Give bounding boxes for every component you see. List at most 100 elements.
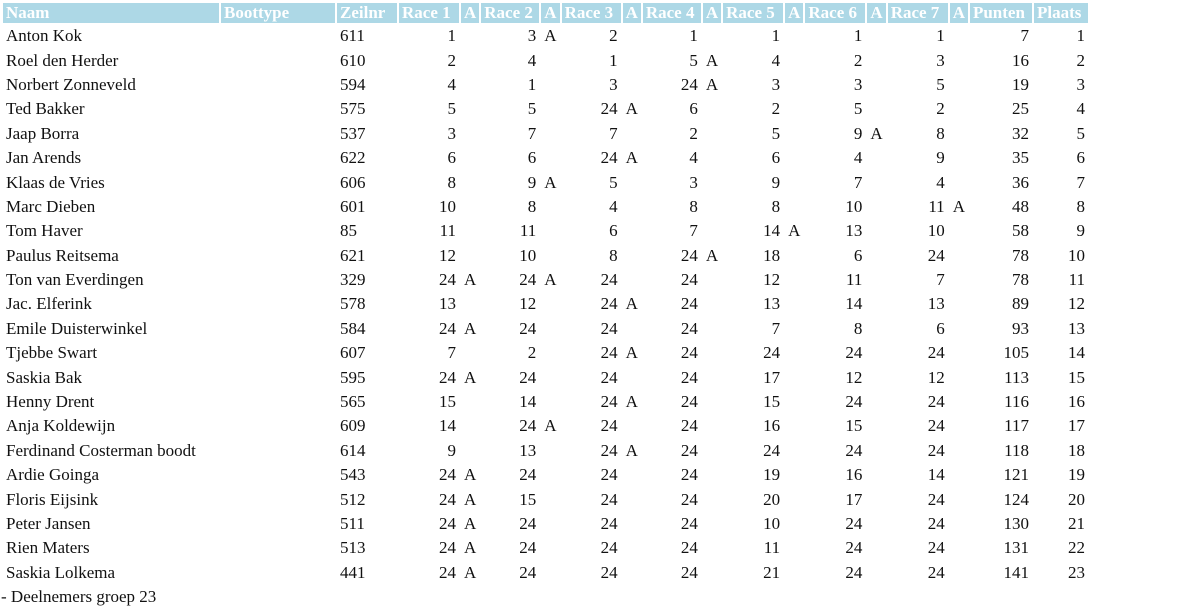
table-cell: 8 [447,172,457,192]
table-cell: 537 [340,123,366,143]
table-cell [703,537,721,559]
table-cell: 13 [519,440,537,460]
table-cell [461,293,479,315]
table-cell: 24 [439,367,456,387]
table-cell: 19 [1011,74,1029,94]
table-cell: 543 [340,465,366,485]
table-cell: A [625,294,638,314]
name-cell: Ardie Goinga [6,465,100,485]
table-cell [541,440,559,462]
table-row: Saskia Lolkema 441 24 A 24 24 24 21 24 24 141 23 [3,562,1088,584]
table-cell: 3 [527,26,537,46]
table-cell: 329 [340,270,366,290]
table-cell: 3 [771,74,781,94]
table-cell: 24 [845,562,863,582]
name-cell: Jaap Borra [6,123,80,143]
table-cell: 511 [340,514,365,533]
name-cell: Saskia Bak [6,367,83,387]
table-cell [623,537,641,559]
table-row: Ted Bakker 575 5 5 24 A 6 2 5 2 25 4 [3,98,1088,120]
table-cell: 10 [845,196,863,216]
table-cell: A [544,416,557,436]
table-cell [541,98,559,120]
table-cell: 2 [447,50,457,70]
name-cell: Henny Drent [6,392,95,412]
table-cell: 117 [1004,416,1029,436]
table-cell [623,220,641,242]
table-cell: 8 [936,123,945,143]
table-cell: 16 [1067,392,1085,412]
table-cell: 116 [1004,392,1029,412]
footer-note: - Deelnemers groep 23 [1,586,157,606]
table-cell: 2 [1076,50,1085,70]
table-cell: 606 [340,172,366,192]
table-cell: 7 [771,318,781,338]
table-cell [221,342,335,364]
table-cell [541,318,559,340]
table-cell [541,196,559,218]
table-cell: 2 [853,50,863,70]
table-cell [950,440,968,462]
table-cell: 5 [853,99,863,119]
table-cell: 19 [763,465,781,485]
table-cell: 2 [936,99,945,119]
table-cell [950,537,968,559]
table-cell [703,562,721,584]
name-cell: Ton van Everdingen [6,270,144,290]
table-cell: 24 [927,343,945,363]
table-cell: 6 [689,99,698,119]
table-cell: 24 [519,367,537,387]
table-cell: A [464,318,477,338]
table-row: Ton van Everdingen 329 24 A 24 A 24 24 12 11 7 78 11 [3,269,1088,291]
table-cell: A [625,440,638,460]
table-cell: 4 [689,148,698,168]
name-cell: Jan Arends [6,148,82,168]
table-cell: 24 [680,416,698,436]
table-cell: 14 [439,416,456,436]
table-cell: A [952,196,965,216]
table-cell: 10 [1067,245,1085,265]
table-cell [785,562,803,584]
table-cell [867,366,885,388]
table-cell [623,196,641,218]
table-row: Emile Duisterwinkel 584 24 A 24 24 24 7 8 6 93 13 [3,318,1088,340]
table-cell: 35 [1011,148,1029,168]
table-cell [221,220,335,242]
table-cell: 16 [845,465,863,485]
table-cell: 4 [447,74,457,94]
table-cell: 24 [600,416,618,436]
table-cell [703,513,721,535]
table-cell: 18 [1067,440,1085,460]
table-cell [950,366,968,388]
table-cell: 121 [1003,465,1029,485]
table-cell: 6 [527,148,537,168]
table-cell: A [788,221,801,241]
table-cell [623,464,641,486]
table-cell [221,98,335,120]
table-cell: 13 [763,294,781,314]
table-cell: 15 [439,392,456,412]
table-cell: 4 [936,172,945,192]
table-cell: 2 [771,99,781,119]
table-cell [221,513,335,535]
table-row: Anja Koldewijn 609 14 24 A 24 24 16 15 24 117 17 [3,415,1088,437]
name-cell: Saskia Lolkema [6,562,116,582]
table-cell [867,415,885,437]
table-cell: 8 [1076,196,1085,216]
table-cell [541,513,559,535]
table-cell: 36 [1011,172,1029,192]
table-cell: 1 [689,26,698,46]
table-cell: 17 [763,367,781,387]
table-cell: 8 [853,318,863,338]
table-cell: 1 [1076,26,1085,46]
table-cell: 24 [439,514,456,533]
table-cell [867,440,885,462]
table-row: Saskia Bak 595 24 A 24 24 24 17 12 12 113 15 [3,366,1088,388]
column-header: Race 1 [399,3,459,23]
table-cell [703,269,721,291]
table-cell [461,171,479,193]
table-cell: 6 [771,148,781,168]
table-cell [950,464,968,486]
table-cell: 17 [845,489,863,509]
